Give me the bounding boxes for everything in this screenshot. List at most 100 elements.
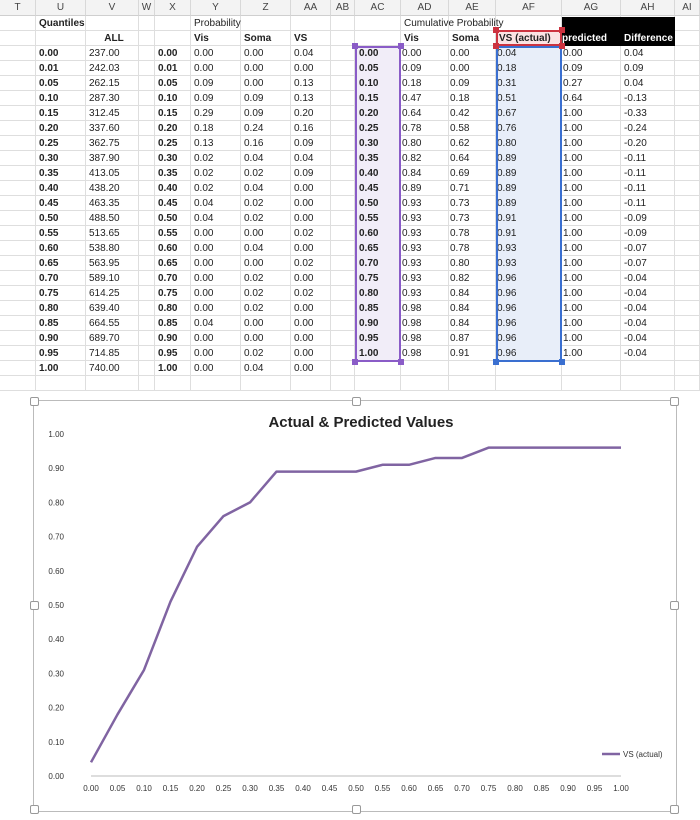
cell[interactable] bbox=[191, 181, 241, 196]
cell[interactable] bbox=[355, 31, 401, 46]
cell[interactable] bbox=[86, 121, 139, 136]
cell[interactable] bbox=[241, 91, 291, 106]
quantiles-header[interactable]: Quantiles bbox=[39, 18, 85, 29]
cell-X-20[interactable]: 0.80 bbox=[158, 303, 178, 314]
cell[interactable] bbox=[675, 301, 700, 316]
column-header-AH[interactable]: AH bbox=[621, 0, 675, 16]
cell-AH-7[interactable]: -0.33 bbox=[624, 108, 647, 119]
cell[interactable] bbox=[621, 61, 675, 76]
cell[interactable] bbox=[449, 166, 496, 181]
cell-AH-20[interactable]: -0.04 bbox=[624, 303, 647, 314]
cell[interactable] bbox=[36, 376, 86, 391]
cell-AF-7[interactable]: 0.67 bbox=[496, 106, 562, 121]
cell-AD-17[interactable]: 0.93 bbox=[402, 258, 422, 269]
cell-AH-23[interactable]: -0.04 bbox=[624, 348, 647, 359]
cell-AD-22[interactable]: 0.98 bbox=[402, 333, 422, 344]
cell-AA-5[interactable]: 0.13 bbox=[294, 78, 314, 89]
cell-X-13[interactable]: 0.45 bbox=[158, 198, 178, 209]
cell-Z-6[interactable]: 0.09 bbox=[244, 93, 264, 104]
cell-AE-19[interactable]: 0.84 bbox=[450, 288, 470, 299]
cell-V-3[interactable]: 237.00 bbox=[89, 48, 120, 59]
cell-Y-12[interactable]: 0.02 bbox=[194, 183, 214, 194]
cell[interactable] bbox=[139, 121, 155, 136]
cell-AG-8[interactable]: 1.00 bbox=[563, 123, 583, 134]
cell-Y-13[interactable]: 0.04 bbox=[194, 198, 214, 209]
chart-resize-handle[interactable] bbox=[30, 397, 39, 406]
cell[interactable] bbox=[562, 166, 621, 181]
cell[interactable] bbox=[191, 241, 241, 256]
cell[interactable] bbox=[675, 361, 700, 376]
cell[interactable] bbox=[36, 301, 86, 316]
cell-X-22[interactable]: 0.90 bbox=[158, 333, 178, 344]
cell[interactable] bbox=[0, 346, 36, 361]
cell[interactable] bbox=[155, 301, 191, 316]
cell[interactable] bbox=[155, 31, 191, 46]
cell[interactable] bbox=[449, 91, 496, 106]
cumulative-probability-header[interactable]: Cumulative Probability bbox=[404, 18, 504, 29]
cell[interactable] bbox=[401, 151, 449, 166]
cell[interactable] bbox=[331, 76, 355, 91]
cell[interactable] bbox=[86, 361, 139, 376]
cell[interactable] bbox=[675, 211, 700, 226]
cell[interactable] bbox=[291, 211, 331, 226]
cell[interactable] bbox=[449, 76, 496, 91]
cell-AC-8[interactable]: 0.25 bbox=[355, 121, 401, 136]
cell-AE-21[interactable]: 0.84 bbox=[450, 318, 470, 329]
cell[interactable] bbox=[562, 331, 621, 346]
cell[interactable] bbox=[241, 16, 291, 31]
cell[interactable] bbox=[401, 271, 449, 286]
cell-AF-10[interactable]: 0.89 bbox=[496, 151, 562, 166]
cell-AA-9[interactable]: 0.09 bbox=[294, 138, 314, 149]
cell-AG-14[interactable]: 1.00 bbox=[563, 213, 583, 224]
cell[interactable] bbox=[0, 301, 36, 316]
cell-AC-21[interactable]: 0.90 bbox=[355, 316, 401, 331]
cell[interactable] bbox=[449, 256, 496, 271]
cell[interactable] bbox=[621, 46, 675, 61]
cell[interactable] bbox=[331, 31, 355, 46]
cell[interactable] bbox=[675, 46, 700, 61]
cell[interactable] bbox=[191, 76, 241, 91]
chart-resize-handle[interactable] bbox=[670, 397, 679, 406]
selection-handle[interactable] bbox=[352, 43, 358, 49]
cell[interactable] bbox=[621, 91, 675, 106]
cell[interactable] bbox=[241, 106, 291, 121]
cell-Z-7[interactable]: 0.09 bbox=[244, 108, 264, 119]
cell-AE-10[interactable]: 0.64 bbox=[450, 153, 470, 164]
cell[interactable] bbox=[449, 181, 496, 196]
cell[interactable] bbox=[331, 211, 355, 226]
cell-AF-23[interactable]: 0.96 bbox=[496, 346, 562, 361]
cell-Z-21[interactable]: 0.00 bbox=[244, 318, 264, 329]
cell-Y-21[interactable]: 0.04 bbox=[194, 318, 214, 329]
cell[interactable] bbox=[0, 166, 36, 181]
cell[interactable] bbox=[331, 166, 355, 181]
cell[interactable] bbox=[155, 331, 191, 346]
cell[interactable] bbox=[139, 46, 155, 61]
cell-X-6[interactable]: 0.10 bbox=[158, 93, 178, 104]
cell[interactable] bbox=[331, 346, 355, 361]
cell[interactable] bbox=[36, 256, 86, 271]
cell[interactable] bbox=[331, 316, 355, 331]
cell[interactable] bbox=[621, 316, 675, 331]
cell[interactable] bbox=[36, 331, 86, 346]
cell[interactable] bbox=[562, 316, 621, 331]
cell[interactable] bbox=[291, 346, 331, 361]
cell-V-7[interactable]: 312.45 bbox=[89, 108, 120, 119]
cell[interactable] bbox=[496, 376, 562, 391]
cell-U-9[interactable]: 0.25 bbox=[39, 138, 59, 149]
cell[interactable] bbox=[621, 271, 675, 286]
cell[interactable] bbox=[36, 166, 86, 181]
cell[interactable] bbox=[86, 286, 139, 301]
cell[interactable] bbox=[0, 151, 36, 166]
cell[interactable] bbox=[291, 331, 331, 346]
cell-Y-11[interactable]: 0.02 bbox=[194, 168, 214, 179]
column-header-AF[interactable]: AF bbox=[496, 0, 562, 16]
all-header[interactable]: ALL bbox=[104, 33, 124, 44]
cell[interactable] bbox=[36, 46, 86, 61]
cell-X-16[interactable]: 0.60 bbox=[158, 243, 178, 254]
cell-U-13[interactable]: 0.45 bbox=[39, 198, 59, 209]
cell-AA-19[interactable]: 0.02 bbox=[294, 288, 314, 299]
cell-AF-20[interactable]: 0.96 bbox=[496, 301, 562, 316]
line-chart[interactable]: Actual & Predicted Values 0.00 0.10 0.20 0.3… bbox=[30, 397, 679, 814]
chart-resize-handle[interactable] bbox=[352, 397, 361, 406]
cell-AG-23[interactable]: 1.00 bbox=[563, 348, 583, 359]
